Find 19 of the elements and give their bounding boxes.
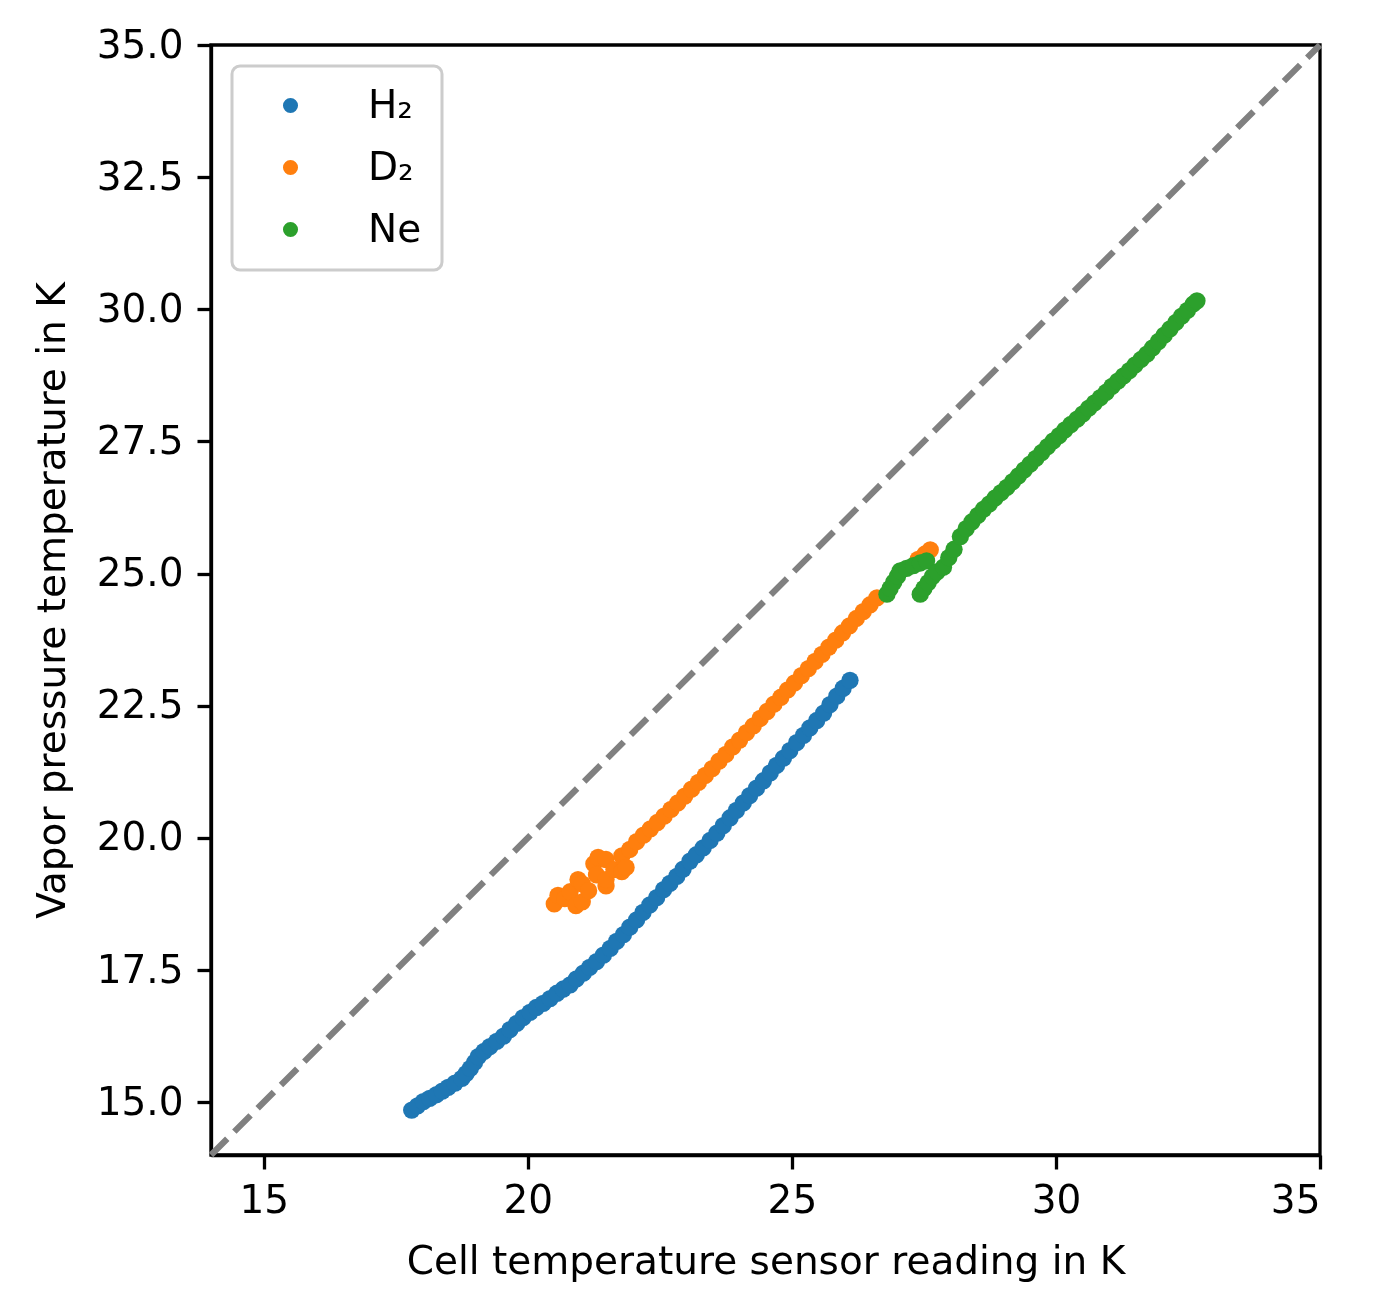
x-axis-title: Cell temperature sensor reading in K xyxy=(406,1237,1127,1283)
y-tick-label: 27.5 xyxy=(96,417,184,463)
y-tick-label: 25.0 xyxy=(96,550,184,596)
x-tick-label: 35 xyxy=(1270,1176,1321,1222)
legend-label: H₂ xyxy=(368,81,413,127)
x-tick-label: 25 xyxy=(767,1176,818,1222)
y-tick-label: 20.0 xyxy=(96,814,184,860)
y-tick-label: 30.0 xyxy=(96,285,184,331)
y-tick-label: 35.0 xyxy=(96,21,184,67)
x-tick-label: 15 xyxy=(239,1176,290,1222)
x-tick-label: 20 xyxy=(503,1176,554,1222)
x-tick-label: 30 xyxy=(1031,1176,1082,1222)
y-tick-label: 22.5 xyxy=(96,682,184,728)
y-tick-label: 32.5 xyxy=(96,153,184,199)
legend-label: D₂ xyxy=(368,143,414,189)
legend-label: Ne xyxy=(368,205,422,251)
y-tick-label: 15.0 xyxy=(96,1078,184,1124)
y-axis-title: Vapor pressure temperature in K xyxy=(28,280,74,919)
y-tick-label: 17.5 xyxy=(96,946,184,992)
